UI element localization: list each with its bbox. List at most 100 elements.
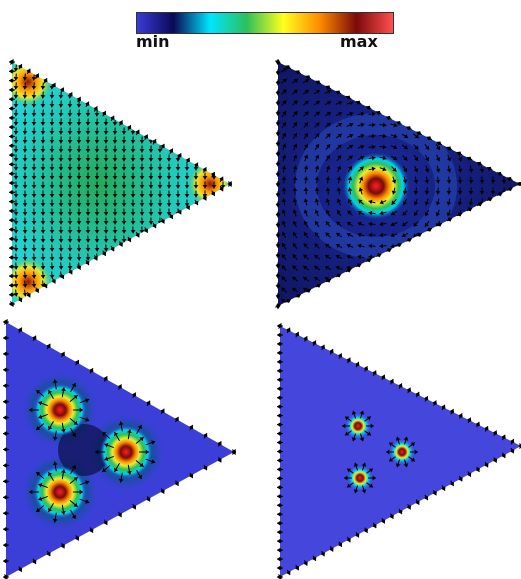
field-arrowhead: [67, 167, 73, 171]
field-arrowhead: [40, 176, 46, 180]
field-arrowhead: [479, 191, 485, 195]
field-arrowhead: [413, 201, 419, 206]
field-arrowhead: [211, 185, 217, 189]
field-arrowhead: [281, 254, 286, 259]
field-arrowhead: [49, 247, 55, 252]
field-arrowhead: [275, 275, 281, 279]
field-arrowhead: [277, 511, 281, 517]
field-arrowhead: [40, 185, 46, 189]
field-arrowhead: [303, 143, 309, 149]
field-arrowhead: [13, 131, 19, 135]
field-arrowhead: [371, 155, 376, 161]
field-arrowhead: [3, 575, 8, 579]
field-arrowhead: [425, 145, 430, 150]
field-arrowhead: [414, 156, 419, 161]
field-arrowhead: [112, 212, 118, 216]
field-arrowhead: [335, 265, 340, 271]
field-arrowhead: [314, 265, 319, 270]
field-arrowhead: [281, 243, 286, 248]
field-arrowhead: [135, 129, 140, 134]
field-arrowhead: [382, 144, 387, 150]
boundary-arrows: [9, 59, 232, 307]
field-arrowhead: [127, 237, 132, 243]
field-arrowhead: [314, 243, 319, 248]
field-arrowhead: [303, 243, 308, 248]
field-arrowhead: [379, 221, 384, 227]
field-arrowhead: [157, 185, 163, 189]
field-arrowhead: [518, 444, 521, 447]
field-arrowhead: [76, 256, 82, 261]
field-arrowhead: [31, 194, 37, 198]
field-arrowhead: [325, 85, 330, 90]
field-arrowhead: [148, 221, 154, 225]
field-arrowhead: [380, 374, 386, 379]
field-arrowhead: [372, 370, 377, 375]
field-arrowhead: [60, 274, 65, 279]
field-arrowhead: [314, 154, 320, 159]
field-arrowhead: [76, 265, 82, 270]
field-arrowhead: [67, 103, 73, 108]
field-arrowhead: [392, 156, 397, 161]
field-arrowhead: [51, 82, 56, 87]
field-arrowhead: [157, 167, 163, 171]
field-arrowhead: [151, 440, 156, 445]
field-arrowhead: [13, 185, 19, 189]
field-arrowhead: [9, 96, 13, 102]
field-arrowhead: [94, 158, 100, 162]
field-arrowhead: [40, 112, 46, 117]
field-arrowhead: [9, 282, 13, 288]
field-arrowhead: [211, 176, 217, 180]
field-arrowhead: [94, 230, 100, 234]
field-arrowhead: [76, 203, 82, 207]
field-arrowhead: [157, 203, 163, 207]
field-arrowhead: [325, 254, 330, 259]
field-arrowhead: [414, 145, 419, 150]
field-arrowhead: [130, 167, 136, 171]
field-arrowhead: [49, 131, 55, 135]
field-arrowhead: [325, 198, 331, 203]
field-arrowhead: [49, 212, 55, 216]
field-arrowhead: [103, 121, 109, 126]
field-arrowhead: [166, 158, 172, 162]
field-arrowhead: [346, 357, 351, 362]
field-arrowhead: [13, 67, 19, 72]
field-arrowhead: [58, 121, 64, 126]
field-arrowhead: [219, 187, 224, 192]
field-arrowhead: [9, 68, 13, 74]
field-arrowhead: [347, 468, 352, 473]
field-arrowhead: [143, 228, 149, 233]
field-arrowhead: [58, 103, 64, 108]
colorbar-min-label: min: [136, 32, 170, 51]
field-arrowhead: [13, 221, 19, 225]
field-arrowhead: [29, 489, 33, 495]
field-arrowhead: [58, 176, 64, 180]
field-arrowhead: [110, 247, 115, 252]
field-arrowhead: [49, 274, 55, 279]
field-arrowhead: [130, 185, 136, 189]
field-arrowhead: [166, 167, 172, 171]
field-arrowhead: [382, 133, 387, 139]
field-arrowhead: [79, 489, 83, 495]
field-arrowhead: [202, 167, 207, 172]
field-arrowhead: [61, 387, 66, 392]
field-arrowhead: [326, 111, 331, 116]
field-arrowhead: [94, 140, 100, 144]
field-arrowhead: [286, 298, 291, 304]
field-arrowhead: [49, 256, 55, 261]
field-arrowhead: [407, 237, 412, 243]
field-arrowhead: [275, 81, 281, 86]
field-arrowhead: [446, 157, 452, 162]
field-arrowhead: [372, 524, 377, 529]
field-arrowhead: [282, 78, 287, 83]
field-arrowhead: [359, 155, 365, 161]
field-arrowhead: [475, 467, 480, 473]
field-arrowhead: [31, 283, 37, 288]
field-arrowhead: [139, 462, 144, 467]
field-arrowhead: [345, 416, 350, 421]
field-arrowhead: [325, 165, 331, 170]
field-arrowhead: [435, 201, 441, 206]
field-arrowhead: [103, 158, 109, 162]
field-arrowhead: [202, 185, 208, 189]
field-arrowhead: [148, 212, 154, 216]
field-arrowhead: [58, 158, 64, 162]
